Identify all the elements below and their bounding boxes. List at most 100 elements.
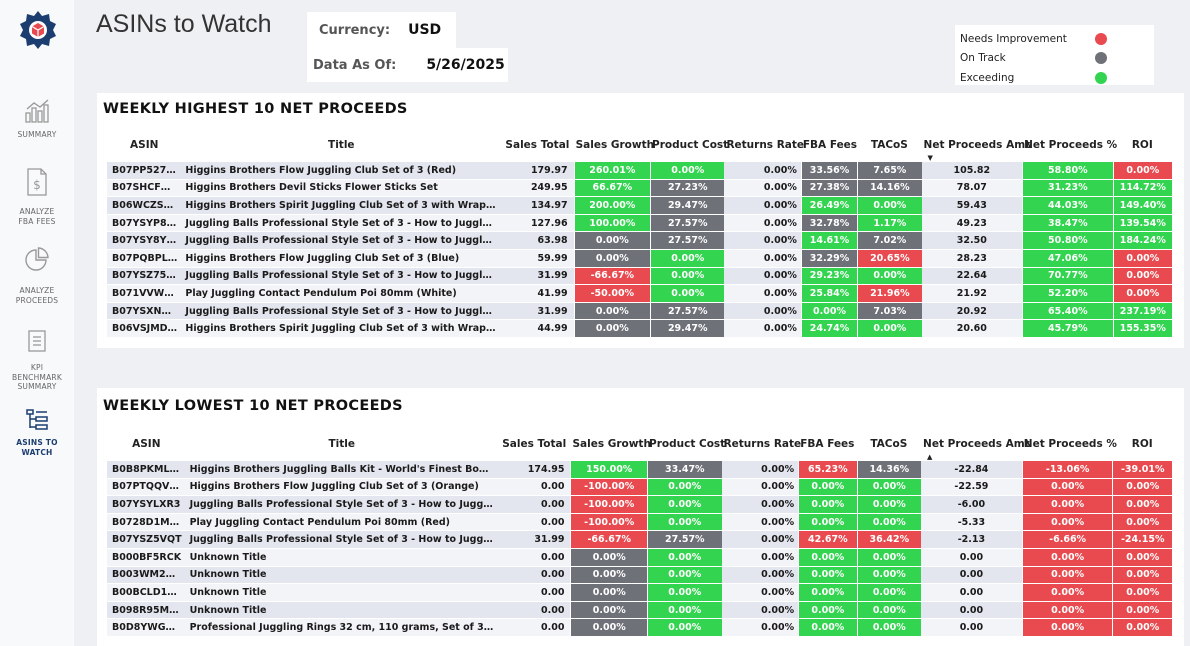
column-header[interactable]: Returns Rate [726,138,805,151]
net-proceeds-pct-cell: 0.00% [1021,601,1113,620]
legend-label: On Track [960,52,1006,65]
table-row[interactable]: B07YSZ5VQT Juggling Balls Professional St… [107,531,1172,549]
table-row[interactable]: B07YSZ75D8 Juggling Balls Professional St… [107,267,1172,286]
column-header[interactable]: TACoS [870,138,908,151]
fba-fees-cell: 0.00% [798,584,857,602]
column-header[interactable]: Sales Total [502,437,567,450]
column-header[interactable]: Product Cost [649,437,726,450]
table-row[interactable]: B0D8YWG8G7 Professional Juggling Rings 32… [107,619,1172,637]
title-cell: Play Juggling Contact Pendulum Poi 80mm … [185,513,498,532]
roi-cell: -24.15% [1112,531,1172,549]
column-header[interactable]: Net Proceeds % [1024,138,1118,151]
highest-net-proceeds-panel: WEEKLY HIGHEST 10 NET PROCEEDS ASIN Titl… [97,93,1184,348]
net-proceeds-pct-cell: 65.40% [1022,302,1113,321]
column-header[interactable]: Title [328,437,355,450]
returns-rate-cell: 0.00% [721,531,799,549]
table-row[interactable]: B07YSXN88L Juggling Balls Professional St… [107,302,1172,321]
returns-rate-cell: 0.00% [724,285,801,303]
net-proceeds-amt-cell: 59.43 [921,197,1023,215]
table-row[interactable]: B07PTQQVW9 Higgins Brothers Flow Juggling… [107,478,1172,497]
table-row[interactable]: B003WM25HY Unknown Title 0.00 0.00% 0.00% 0.0… [107,566,1172,585]
column-header[interactable]: Product Cost [652,138,729,151]
table-row[interactable]: B0728D1MGP Play Juggling Contact Pendulum… [107,513,1172,532]
nav-analyze-proceeds[interactable]: ANALYZE PROCEEDS [0,246,74,305]
title-cell: Juggling Balls Professional Style Set of… [181,267,502,286]
column-header[interactable]: Sales Total [505,138,570,151]
table-row[interactable]: B06WCZSCYP Higgins Brothers Spirit Juggli… [107,197,1172,215]
column-header[interactable]: ASIN [130,138,159,151]
title-cell: Higgins Brothers Spirit Juggling Club Se… [181,320,502,338]
sales-total-cell: 44.99 [501,320,574,338]
sales-total-cell: 59.99 [501,249,574,268]
title-cell: Unknown Title [185,601,498,620]
title-cell: Higgins Brothers Devil Sticks Flower Sti… [181,179,502,198]
column-header[interactable]: Sales Growth [575,138,655,151]
fba-fees-cell: 0.00% [800,302,858,321]
table-row[interactable]: B00BCLD10W Unknown Title 0.00 0.00% 0.00% 0.0… [107,584,1172,602]
hierarchy-list-icon [26,409,48,430]
asin-cell: B07YSYP8WB [107,214,182,233]
net-proceeds-amt-cell: 20.60 [921,320,1023,338]
sales-growth-cell: -66.67% [573,267,651,286]
fba-fees-cell: 42.67% [798,531,857,549]
sales-growth-cell: -100.00% [570,478,648,497]
legend-label: Exceeding [960,71,1015,84]
fba-fees-cell: 14.61% [800,232,858,250]
currency-value[interactable]: USD [408,22,442,38]
asin-cell: B071VVWK26 [107,285,182,303]
column-header[interactable]: TACoS [870,437,908,450]
product-cost-cell: 0.00% [647,513,722,532]
table-row[interactable]: B07YSY8YQS Juggling Balls Professional St… [107,232,1172,250]
net-proceeds-amt-cell: 0.00 [921,584,1022,602]
fba-fees-cell: 0.00% [798,513,857,532]
nav-kpi-benchmark-summary[interactable]: KPI BENCHMARK SUMMARY [0,329,74,392]
column-header-sorted-desc[interactable]: Net Proceeds Amt [922,131,1031,163]
column-header[interactable]: Sales Growth [572,437,651,450]
sales-growth-cell: -100.00% [570,513,648,532]
nav-analyze-fba-fees[interactable]: $ ANALYZE FBA FEES [0,167,74,226]
roi-cell: 0.00% [1112,478,1172,497]
column-header[interactable]: Net Proceeds % [1023,437,1117,450]
product-cost-cell: 0.00% [650,285,725,303]
column-header[interactable]: Returns Rate [723,437,802,450]
table-row[interactable]: B07PQBPLRS Higgins Brothers Flow Juggling… [107,249,1172,268]
net-proceeds-amt-cell: 21.92 [921,285,1023,303]
nav-asins-to-watch[interactable]: ASINS TO WATCH [0,408,74,457]
table-row[interactable]: B000BF5RCK Unknown Title 0.00 0.00% 0.00% 0.0… [107,548,1172,567]
table-row[interactable]: B071VVWK26 Play Juggling Contact Pendulum… [107,285,1172,303]
column-header[interactable]: ASIN [132,437,161,450]
nav-summary[interactable]: SUMMARY [0,98,74,140]
asin-cell: B07PTQQVW9 [107,478,186,497]
returns-rate-cell: 0.00% [724,302,801,321]
column-header[interactable]: FBA Fees [802,138,858,151]
sales-growth-cell: 0.00% [573,249,651,268]
lowest-net-proceeds-table: ASIN Title Sales Total Sales Growth Prod… [107,430,1172,637]
column-header[interactable]: FBA Fees [800,437,855,450]
net-proceeds-amt-cell: -2.13 [921,531,1022,549]
product-cost-cell: 0.00% [647,548,722,567]
roi-cell: 0.00% [1112,162,1172,180]
returns-rate-cell: 0.00% [724,249,801,268]
column-header[interactable]: ROI [1131,138,1153,151]
table-row[interactable]: B07YSYP8WB Juggling Balls Professional St… [107,214,1172,233]
title-cell: Juggling Balls Professional Style Set of… [185,496,498,514]
column-header[interactable]: Title [328,138,355,151]
sales-total-cell: 174.95 [497,461,571,479]
tacos-cell: 0.00% [856,619,922,637]
table-row[interactable]: B07YSYLXR3 Juggling Balls Professional St… [107,496,1172,514]
net-proceeds-pct-cell: 0.00% [1021,478,1113,497]
table-row[interactable]: B07PP527NL Higgins Brothers Flow Juggling… [107,162,1172,180]
table-row[interactable]: B0B8PKML9T Higgins Brothers Juggling Ball… [107,461,1172,479]
table-row[interactable]: B07SHCFKP3 Higgins Brothers Devil Sticks … [107,179,1172,198]
tacos-cell: 0.00% [856,478,922,497]
title-cell: Juggling Balls Professional Style Set of… [181,302,502,321]
table-row[interactable]: B098R95M9V Unknown Title 0.00 0.00% 0.00% 0.0… [107,601,1172,620]
company-logo-icon[interactable] [18,10,58,50]
net-proceeds-pct-cell: 0.00% [1021,566,1113,585]
table-row[interactable]: B06VSJMDNJ Higgins Brothers Spirit Juggli… [107,320,1172,338]
product-cost-cell: 0.00% [647,478,722,497]
product-cost-cell: 33.47% [647,461,722,479]
returns-rate-cell: 0.00% [721,619,799,637]
column-header-sorted-asc[interactable]: Net Proceeds Amt [921,430,1030,462]
column-header[interactable]: ROI [1131,437,1153,450]
